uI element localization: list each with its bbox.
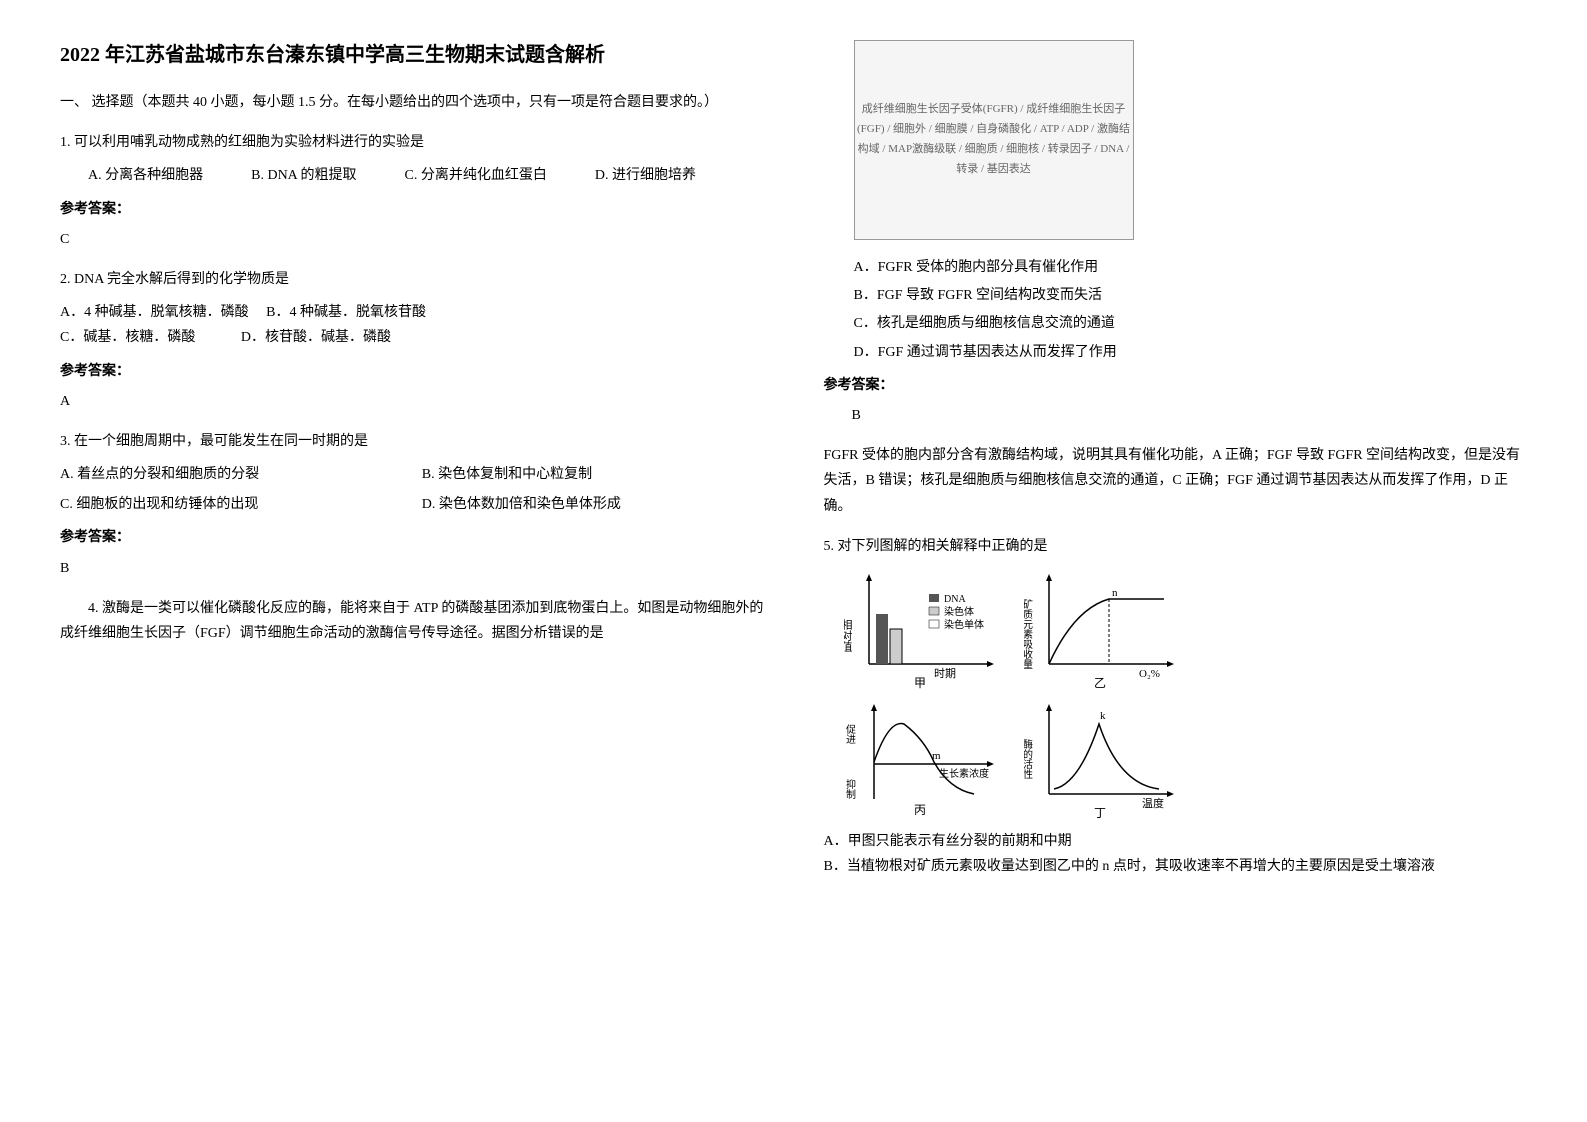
q4-explanation: FGFR 受体的胞内部分含有激酶结构域，说明其具有催化功能，A 正确；FGF 导… — [824, 443, 1528, 519]
question-1: 1. 可以利用哺乳动物成熟的红细胞为实验材料进行的实验是 A. 分离各种细胞器 … — [60, 130, 764, 252]
q5-chart-jia: DNA 染色体 染色单体 相对值 时期 甲 — [844, 569, 1004, 689]
svg-text:丁: 丁 — [1094, 806, 1106, 819]
q1-optC: C. 分离并纯化血红蛋白 — [377, 163, 547, 188]
question-2: 2. DNA 完全水解后得到的化学物质是 A．4 种碱基．脱氧核糖．磷酸 B．4… — [60, 267, 764, 414]
q1-text: 1. 可以利用哺乳动物成熟的红细胞为实验材料进行的实验是 — [60, 130, 764, 155]
q1-answer-label: 参考答案： — [60, 197, 764, 222]
svg-text:O₂%: O₂% — [1139, 668, 1160, 680]
q2-optD: D．核苷酸．碱基．磷酸 — [241, 330, 391, 345]
q2-answer: A — [60, 389, 764, 414]
svg-text:丙: 丙 — [914, 803, 926, 817]
svg-text:时期: 时期 — [934, 667, 956, 680]
q3-optA: A. 着丝点的分裂和细胞质的分裂 — [60, 462, 402, 487]
svg-text:矿质元素吸收量: 矿质元素吸收量 — [1024, 598, 1033, 669]
svg-text:促进: 促进 — [844, 723, 856, 744]
q5-charts-row1: DNA 染色体 染色单体 相对值 时期 甲 n — [844, 569, 1528, 689]
q5-text: 5. 对下列图解的相关解释中正确的是 — [824, 534, 1528, 559]
q5-options: A．甲图只能表示有丝分裂的前期和中期 B．当植物根对矿质元素吸收量达到图乙中的 … — [824, 829, 1528, 879]
q2-options: A．4 种碱基．脱氧核糖．磷酸 B．4 种碱基．脱氧核苷酸 C．碱基．核糖．磷酸… — [60, 300, 764, 350]
q3-answer: B — [60, 556, 764, 581]
q4-optA: A．FGFR 受体的胞内部分具有催化作用 — [824, 255, 1528, 280]
q2-text: 2. DNA 完全水解后得到的化学物质是 — [60, 267, 764, 292]
q5-chart-yi: n 矿质元素吸收量 O₂% 乙 — [1024, 569, 1184, 689]
svg-text:甲: 甲 — [914, 676, 926, 689]
svg-text:染色体: 染色体 — [944, 605, 974, 618]
q2-answer-label: 参考答案： — [60, 359, 764, 384]
svg-text:温度: 温度 — [1142, 796, 1164, 810]
svg-text:k: k — [1100, 710, 1106, 722]
right-column: 成纤维细胞生长因子受体(FGFR) / 成纤维细胞生长因子(FGF) / 细胞外… — [824, 40, 1528, 894]
q3-answer-label: 参考答案： — [60, 525, 764, 550]
q1-optD: D. 进行细胞培养 — [567, 163, 696, 188]
q1-options: A. 分离各种细胞器 B. DNA 的粗提取 C. 分离并纯化血红蛋白 D. 进… — [60, 163, 764, 188]
question-4: 4. 激酶是一类可以催化磷酸化反应的酶，能将来自于 ATP 的磷酸基团添加到底物… — [60, 596, 764, 646]
question-5: 5. 对下列图解的相关解释中正确的是 DNA 染色体 染色单体 相 — [824, 534, 1528, 880]
q4-answer: B — [824, 403, 1528, 428]
q3-optD: D. 染色体数加倍和染色单体形成 — [422, 492, 764, 517]
q5-optB: B．当植物根对矿质元素吸收量达到图乙中的 n 点时，其吸收速率不再增大的主要原因… — [824, 854, 1528, 879]
q4-diagram-desc: 成纤维细胞生长因子受体(FGFR) / 成纤维细胞生长因子(FGF) / 细胞外… — [855, 100, 1133, 179]
q2-optB: B．4 种碱基．脱氧核苷酸 — [266, 305, 426, 320]
q4-options: A．FGFR 受体的胞内部分具有催化作用 B．FGF 导致 FGFR 空间结构改… — [824, 255, 1528, 365]
section-header: 一、 选择题（本题共 40 小题，每小题 1.5 分。在每小题给出的四个选项中，… — [60, 90, 764, 115]
svg-text:n: n — [1112, 587, 1118, 599]
q3-optB: B. 染色体复制和中心粒复制 — [422, 462, 764, 487]
svg-text:生长素浓度: 生长素浓度 — [939, 767, 989, 780]
left-column: 2022 年江苏省盐城市东台溱东镇中学高三生物期末试题含解析 一、 选择题（本题… — [60, 40, 764, 894]
q2-optC: C．碱基．核糖．磷酸 — [60, 330, 195, 345]
q5-charts-row2: m 促进 抑制 生长素浓度 丙 k 酶的活性 温度 丁 — [844, 699, 1528, 819]
q1-optB: B. DNA 的粗提取 — [223, 163, 356, 188]
question-3: 3. 在一个细胞周期中，最可能发生在同一时期的是 A. 着丝点的分裂和细胞质的分… — [60, 429, 764, 581]
q1-optA: A. 分离各种细胞器 — [60, 163, 203, 188]
q4-answer-label: 参考答案： — [824, 373, 1528, 398]
svg-text:DNA: DNA — [944, 594, 966, 605]
q3-optC: C. 细胞板的出现和纺锤体的出现 — [60, 492, 402, 517]
q3-text: 3. 在一个细胞周期中，最可能发生在同一时期的是 — [60, 429, 764, 454]
q5-chart-bing: m 促进 抑制 生长素浓度 丙 — [844, 699, 1004, 819]
q4-optC: C．核孔是细胞质与细胞核信息交流的通道 — [824, 311, 1528, 336]
svg-text:染色单体: 染色单体 — [944, 618, 984, 631]
q2-optA: A．4 种碱基．脱氧核糖．磷酸 — [60, 305, 249, 320]
q4-optB: B．FGF 导致 FGFR 空间结构改变而失活 — [824, 283, 1528, 308]
q4-text: 4. 激酶是一类可以催化磷酸化反应的酶，能将来自于 ATP 的磷酸基团添加到底物… — [60, 596, 764, 646]
q4-diagram: 成纤维细胞生长因子受体(FGFR) / 成纤维细胞生长因子(FGF) / 细胞外… — [854, 40, 1134, 240]
exam-title: 2022 年江苏省盐城市东台溱东镇中学高三生物期末试题含解析 — [60, 40, 764, 70]
svg-text:m: m — [932, 750, 941, 762]
q5-chart-ding: k 酶的活性 温度 丁 — [1024, 699, 1184, 819]
q3-options: A. 着丝点的分裂和细胞质的分裂 B. 染色体复制和中心粒复制 C. 细胞板的出… — [60, 462, 764, 517]
svg-text:抑制: 抑制 — [844, 779, 856, 799]
svg-text:酶的活性: 酶的活性 — [1024, 738, 1033, 780]
q4-optD: D．FGF 通过调节基因表达从而发挥了作用 — [824, 340, 1528, 365]
q5-optA: A．甲图只能表示有丝分裂的前期和中期 — [824, 829, 1528, 854]
svg-text:相对值: 相对值 — [844, 619, 853, 653]
q1-answer: C — [60, 227, 764, 252]
svg-text:乙: 乙 — [1094, 676, 1106, 689]
